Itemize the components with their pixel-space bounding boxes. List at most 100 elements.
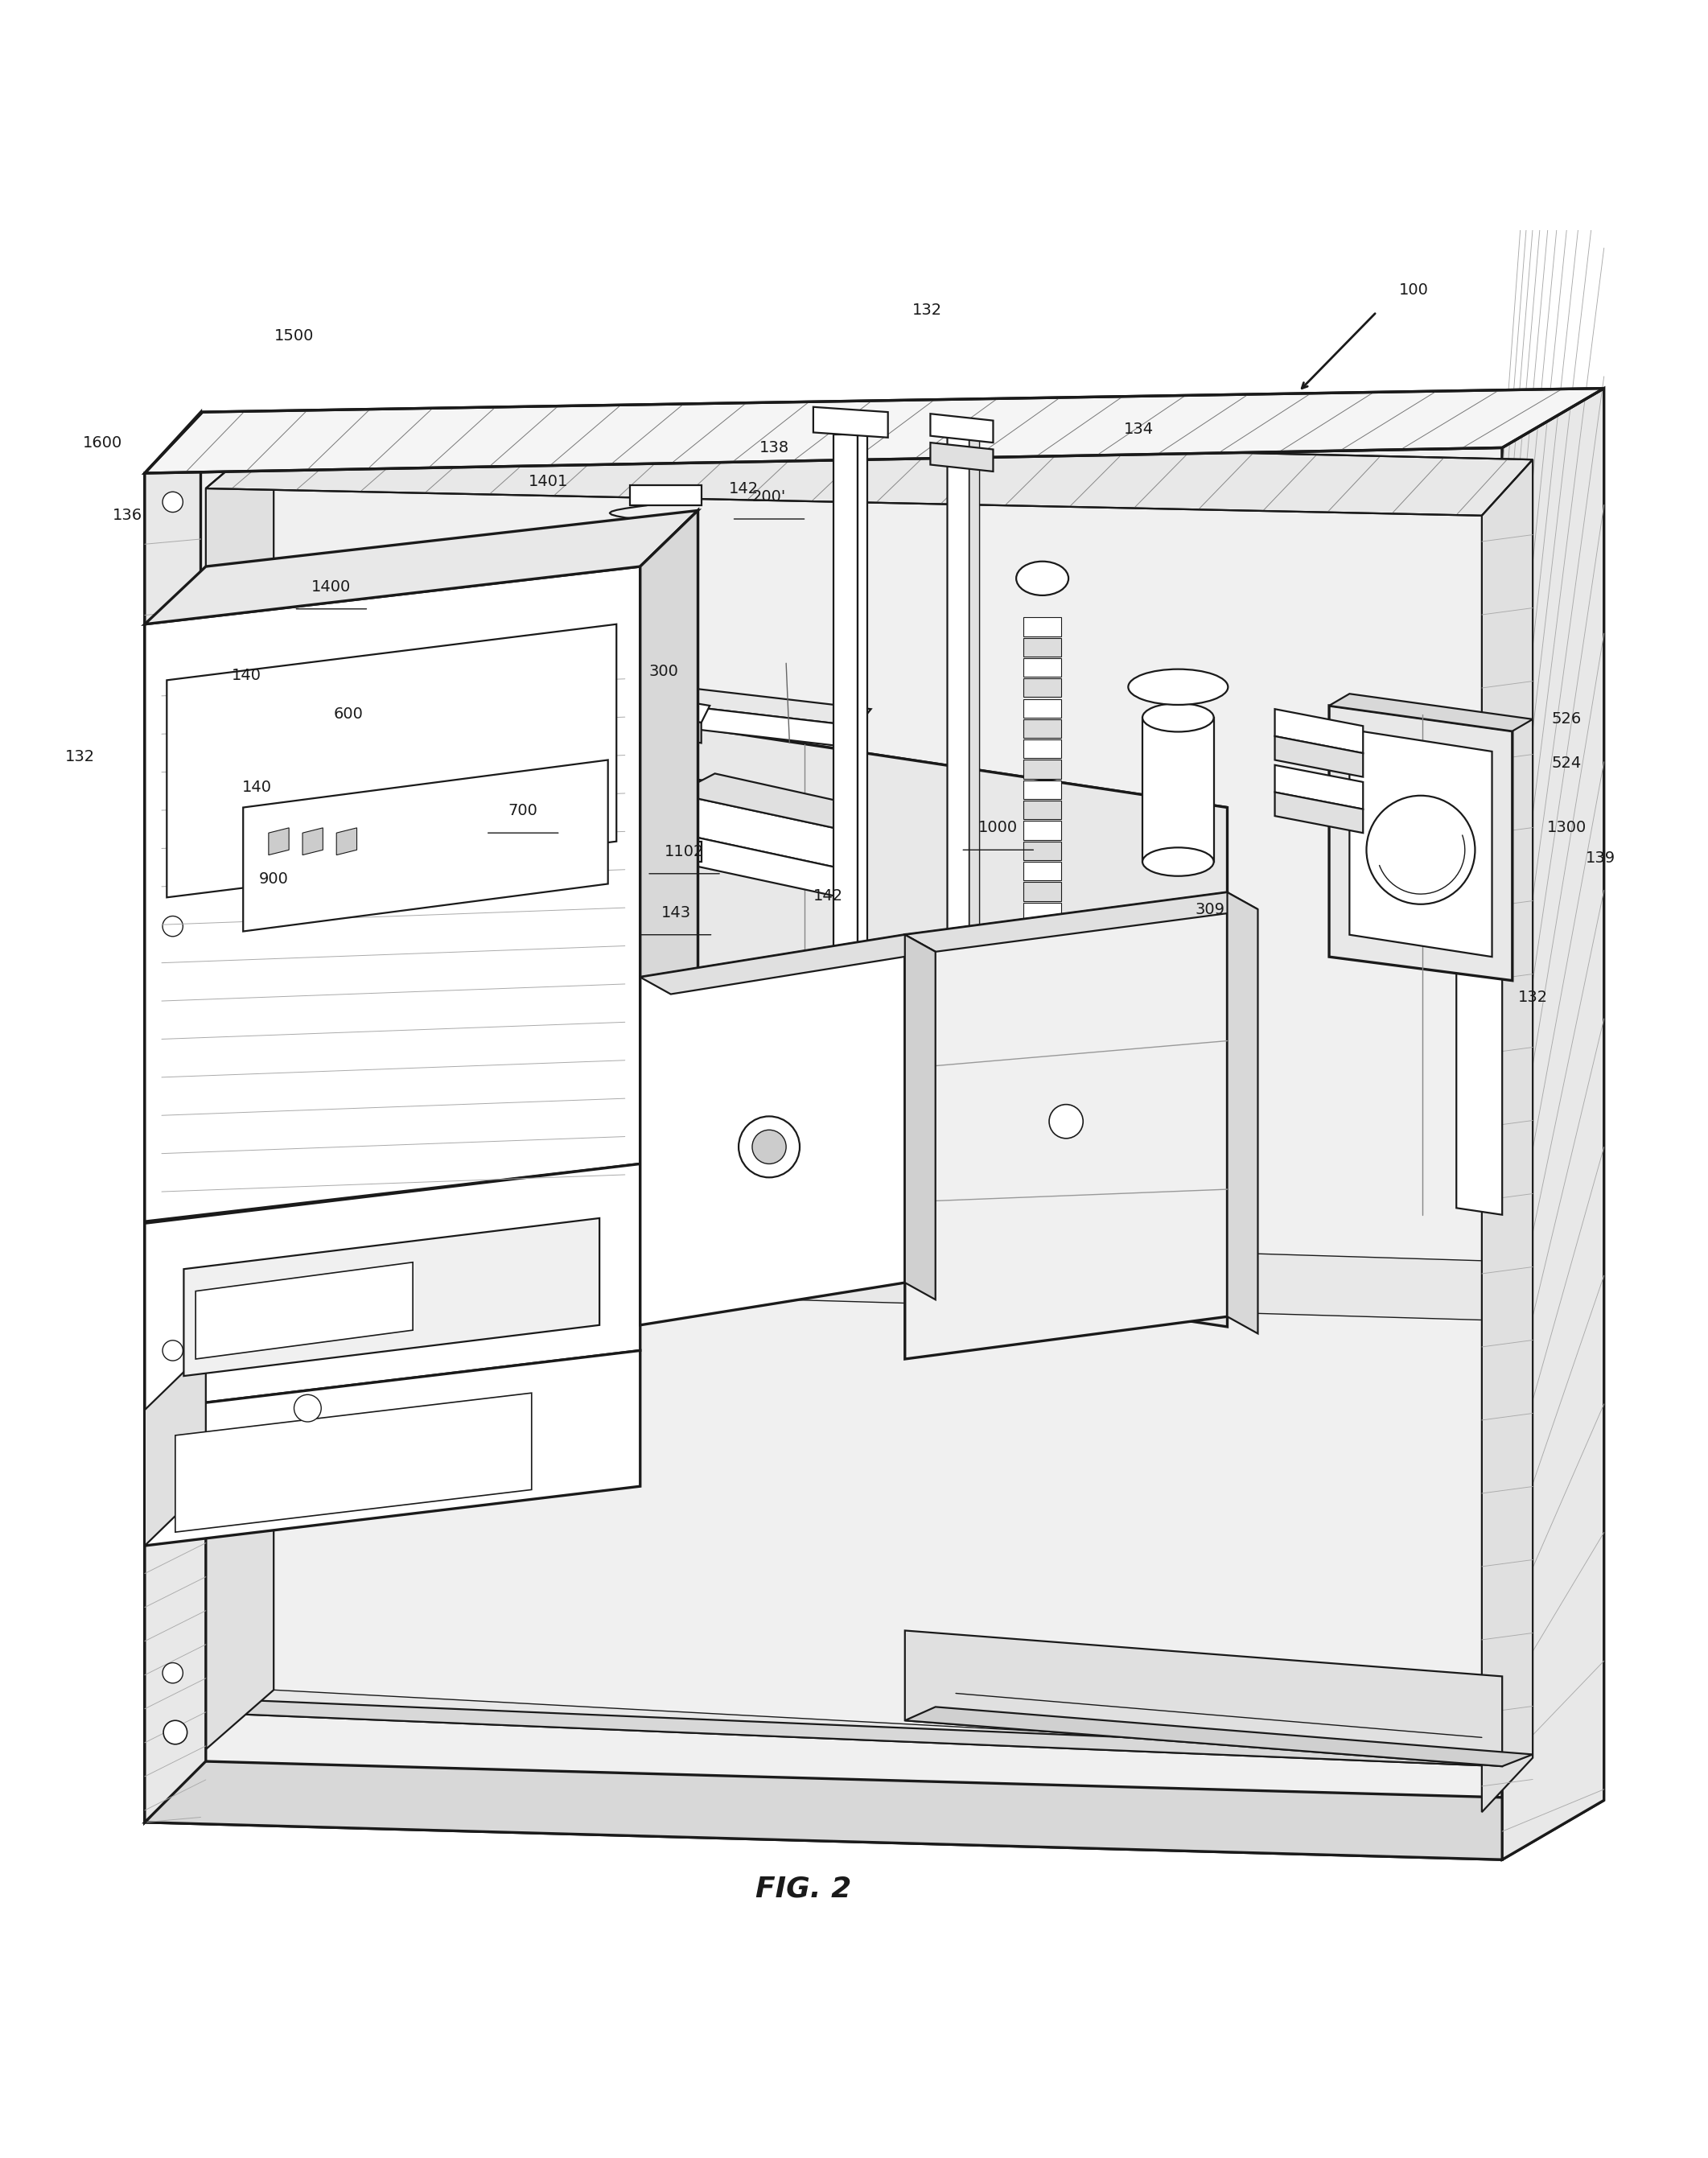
Polygon shape: [1329, 693, 1532, 732]
Text: 142: 142: [729, 481, 758, 496]
Text: 132: 132: [65, 749, 96, 764]
Polygon shape: [1023, 820, 1061, 839]
Polygon shape: [1023, 965, 1061, 982]
Text: 309: 309: [1196, 902, 1225, 917]
Text: 138: 138: [760, 440, 789, 455]
Polygon shape: [1023, 740, 1061, 757]
Circle shape: [524, 807, 538, 820]
Circle shape: [164, 1720, 188, 1744]
Polygon shape: [931, 442, 992, 470]
Text: 136: 136: [113, 507, 143, 522]
Polygon shape: [630, 842, 702, 861]
Polygon shape: [640, 511, 699, 1163]
Ellipse shape: [1016, 561, 1069, 596]
Text: 1400: 1400: [311, 578, 352, 593]
Circle shape: [162, 917, 183, 937]
Polygon shape: [205, 432, 273, 1750]
Polygon shape: [273, 1036, 591, 1122]
Polygon shape: [1228, 891, 1257, 1334]
Circle shape: [164, 1245, 188, 1269]
Polygon shape: [1143, 716, 1214, 861]
Polygon shape: [336, 807, 362, 844]
Polygon shape: [497, 671, 711, 723]
Circle shape: [1049, 1105, 1083, 1139]
Polygon shape: [184, 1217, 600, 1377]
Polygon shape: [497, 688, 702, 742]
Circle shape: [1366, 796, 1476, 904]
Polygon shape: [1503, 388, 1604, 1860]
Polygon shape: [905, 1707, 1532, 1765]
Polygon shape: [565, 783, 651, 820]
Polygon shape: [640, 934, 905, 1325]
Text: 140: 140: [243, 779, 272, 794]
Polygon shape: [1023, 801, 1061, 820]
Polygon shape: [1274, 766, 1363, 809]
Text: 700: 700: [509, 803, 538, 818]
Polygon shape: [931, 414, 992, 442]
Polygon shape: [1023, 902, 1061, 921]
Polygon shape: [145, 1698, 1532, 1765]
Polygon shape: [176, 1392, 531, 1532]
Text: 526: 526: [1551, 712, 1582, 727]
Polygon shape: [145, 412, 202, 1821]
Text: 142: 142: [813, 889, 844, 904]
Text: 100: 100: [1399, 283, 1430, 298]
Polygon shape: [905, 1631, 1503, 1765]
Polygon shape: [145, 511, 699, 624]
Polygon shape: [145, 1351, 205, 1545]
Text: 143: 143: [661, 904, 690, 919]
Circle shape: [162, 1340, 183, 1362]
Polygon shape: [205, 1224, 1532, 1321]
Polygon shape: [1023, 842, 1061, 861]
Polygon shape: [1274, 792, 1363, 833]
Polygon shape: [676, 833, 834, 896]
Polygon shape: [336, 868, 362, 904]
Polygon shape: [1023, 639, 1061, 656]
Circle shape: [294, 1394, 321, 1422]
Text: 200': 200': [752, 490, 786, 505]
Text: 134: 134: [1124, 421, 1155, 436]
Ellipse shape: [1143, 848, 1214, 876]
Polygon shape: [205, 432, 1532, 516]
Polygon shape: [466, 824, 514, 1070]
Polygon shape: [273, 432, 1532, 1759]
Polygon shape: [1023, 699, 1061, 716]
Polygon shape: [1023, 984, 1061, 1003]
Text: 1600: 1600: [82, 436, 121, 451]
Polygon shape: [1457, 740, 1503, 1215]
Polygon shape: [145, 388, 1604, 473]
Polygon shape: [905, 891, 1228, 1360]
Polygon shape: [302, 829, 323, 855]
Polygon shape: [1023, 760, 1061, 779]
Polygon shape: [145, 568, 640, 1221]
Text: 1300: 1300: [1547, 820, 1587, 835]
Text: 132: 132: [912, 302, 941, 317]
Polygon shape: [948, 434, 970, 978]
Polygon shape: [813, 408, 888, 438]
Text: 1500: 1500: [275, 328, 314, 343]
Polygon shape: [676, 773, 868, 829]
Polygon shape: [1329, 706, 1512, 980]
Text: FIG. 2: FIG. 2: [755, 1875, 851, 1901]
Circle shape: [738, 1116, 799, 1178]
Polygon shape: [640, 719, 1228, 1327]
Circle shape: [618, 807, 632, 820]
Polygon shape: [354, 798, 396, 1044]
Polygon shape: [676, 794, 834, 868]
Polygon shape: [268, 829, 289, 855]
Polygon shape: [145, 1161, 205, 1821]
Polygon shape: [336, 829, 357, 855]
Text: 300: 300: [649, 665, 678, 680]
Polygon shape: [336, 749, 362, 786]
Polygon shape: [640, 511, 699, 1105]
Polygon shape: [1023, 861, 1061, 880]
Circle shape: [299, 732, 316, 749]
Polygon shape: [145, 1558, 1503, 1765]
Polygon shape: [145, 447, 1503, 1860]
Text: 1102: 1102: [664, 844, 704, 859]
Ellipse shape: [1129, 669, 1228, 706]
Polygon shape: [273, 714, 582, 833]
Polygon shape: [905, 891, 1257, 952]
Polygon shape: [1023, 781, 1061, 798]
Text: 132: 132: [1518, 991, 1547, 1006]
